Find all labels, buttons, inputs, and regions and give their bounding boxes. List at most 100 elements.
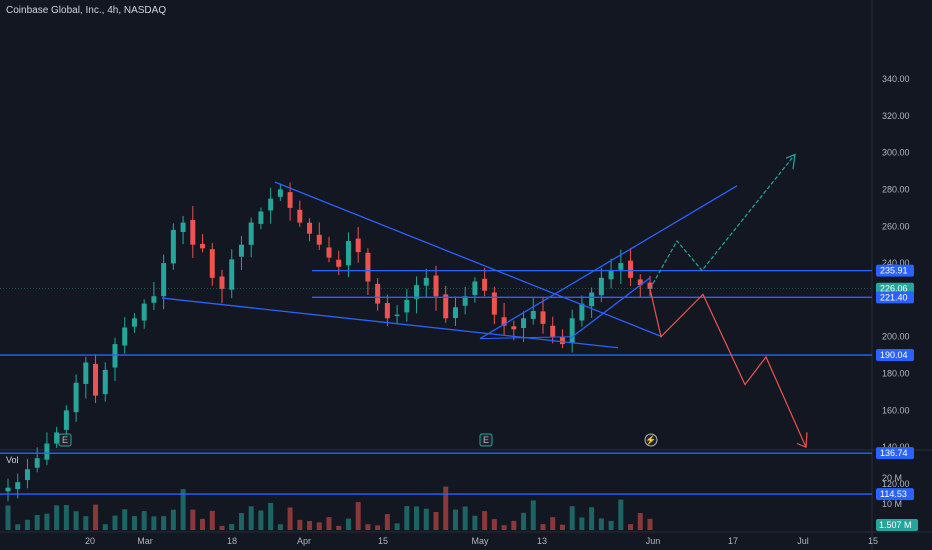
- candle-body: [83, 362, 89, 384]
- volume-bar: [93, 504, 99, 530]
- candle-body: [647, 282, 653, 289]
- time-tick-label[interactable]: 18: [227, 536, 237, 546]
- candle-body: [423, 277, 429, 286]
- bearish-projection-path[interactable]: [649, 288, 807, 448]
- volume-bar: [258, 510, 264, 530]
- candle-body: [44, 443, 50, 460]
- candle-body: [297, 209, 303, 223]
- time-axis[interactable]: 20 Mar 18 Apr 15 May 13 Jun 17 Jul 15: [85, 536, 878, 546]
- candle-body: [326, 247, 332, 258]
- volume-bar: [414, 506, 420, 530]
- candle-body: [394, 314, 400, 317]
- event-marker-label: ⚡: [645, 434, 656, 446]
- time-tick-label[interactable]: Jul: [797, 536, 809, 546]
- candle-body: [579, 303, 585, 321]
- candle-body: [452, 307, 458, 319]
- time-tick-label[interactable]: Jun: [646, 536, 661, 546]
- volume-bar: [326, 517, 332, 530]
- volume-bar: [151, 516, 157, 530]
- event-marker-label: E: [62, 435, 68, 445]
- volume-bar: [365, 524, 371, 530]
- earnings-badge[interactable]: [58, 433, 72, 447]
- candle-body: [34, 458, 40, 468]
- candle-body: [414, 285, 420, 299]
- time-tick-label[interactable]: 20: [85, 536, 95, 546]
- price-tick-label: 320.00: [882, 111, 910, 121]
- candle-body: [122, 327, 128, 346]
- candle-body: [443, 294, 449, 319]
- wedge-lower-trendline[interactable]: [161, 297, 619, 349]
- earnings-icon[interactable]: E: [479, 433, 493, 447]
- volume-bar: [647, 518, 653, 530]
- candle-body: [511, 326, 517, 330]
- bearish-arrowhead: [796, 432, 808, 449]
- time-tick-label[interactable]: Mar: [137, 536, 153, 546]
- time-tick-label[interactable]: May: [471, 536, 489, 546]
- volume-bar: [180, 489, 186, 530]
- bullish-projection-path[interactable]: [649, 154, 796, 290]
- time-tick-label[interactable]: 15: [868, 536, 878, 546]
- candle-body: [540, 311, 546, 324]
- candle-body: [15, 482, 21, 490]
- candle-body: [482, 278, 488, 291]
- price-tick-label: 140.00: [882, 442, 910, 452]
- candle-body: [229, 259, 235, 290]
- time-tick-label[interactable]: Apr: [297, 536, 311, 546]
- volume-bar: [394, 523, 400, 530]
- price-tag-label: 114.53: [880, 489, 907, 499]
- candle-body: [608, 270, 614, 280]
- candle-body: [589, 292, 595, 307]
- candle-body: [307, 222, 313, 234]
- candle-body: [258, 211, 264, 224]
- symbol-name[interactable]: Coinbase Global, Inc.: [6, 5, 102, 16]
- rising-channel-upper-line[interactable]: [479, 185, 738, 340]
- volume-bar: [423, 508, 429, 530]
- volume-bar: [131, 516, 137, 530]
- candle-body: [472, 281, 478, 295]
- time-tick-label[interactable]: 13: [537, 536, 547, 546]
- volume-bar: [491, 519, 497, 530]
- volume-bar: [34, 515, 40, 530]
- volume-bar: [63, 504, 69, 530]
- price-axis[interactable]: 340.00320.00300.00280.00260.00240.00220.…: [882, 74, 910, 489]
- volume-bar: [73, 511, 79, 530]
- price-tag-label: 136.74: [880, 448, 908, 458]
- volume-bar: [15, 524, 21, 530]
- candle-body: [637, 279, 643, 286]
- time-tick-label[interactable]: 15: [378, 536, 388, 546]
- candle-body: [268, 198, 274, 211]
- volume-bar: [316, 522, 322, 530]
- last-volume-tag: 1.507 M: [876, 519, 918, 531]
- time-tick-label[interactable]: 17: [728, 536, 738, 546]
- volume-bar: [336, 525, 342, 530]
- volume-bar: [355, 502, 361, 530]
- event-markers[interactable]: E E ⚡: [58, 433, 658, 447]
- volume-bar: [608, 520, 614, 530]
- volume-bar: [24, 519, 30, 530]
- volume-bar: [277, 524, 283, 530]
- price-tick-label: 180.00: [882, 369, 910, 379]
- earnings-badge[interactable]: [479, 433, 493, 447]
- candle-body: [404, 299, 410, 313]
- volume-bar: [268, 502, 274, 530]
- candle-body: [375, 283, 381, 304]
- dividend-lightning-icon[interactable]: ⚡: [644, 433, 658, 447]
- event-marker-label: E: [483, 435, 489, 445]
- earnings-icon[interactable]: E: [58, 433, 72, 447]
- candle-body: [209, 249, 215, 278]
- volume-bar: [569, 506, 575, 530]
- volume-bar: [598, 518, 604, 530]
- channel-base-line[interactable]: [479, 336, 571, 340]
- candle-body: [5, 487, 11, 492]
- dividend-badge[interactable]: [644, 433, 658, 447]
- rising-channel-lower-line[interactable]: [569, 277, 651, 340]
- candle-body: [618, 263, 624, 270]
- timeframe-label[interactable]: 4h: [107, 5, 119, 16]
- wedge-upper-trendline[interactable]: [274, 181, 663, 338]
- drawings[interactable]: [0, 153, 872, 495]
- price-tag-box: [876, 264, 914, 277]
- volume-bar: [170, 509, 176, 530]
- last-volume-label: 1.507 M: [879, 520, 912, 530]
